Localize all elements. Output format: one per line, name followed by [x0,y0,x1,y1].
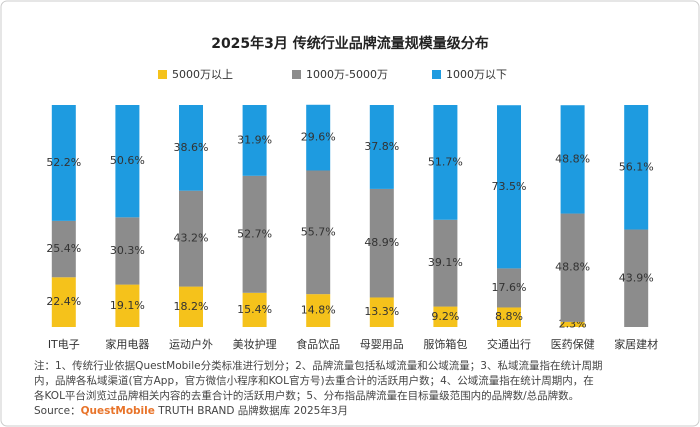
bar-segment [560,105,585,214]
data-label: 18.2% [174,300,209,313]
data-label: 48.8% [555,152,590,165]
bar-segment [51,105,76,221]
bar-segment [560,321,585,327]
data-label: 30.3% [110,244,145,257]
data-label: 73.5% [492,180,527,193]
data-label: 29.6% [301,131,336,144]
bar-segment [497,268,521,308]
bar-segment [115,217,140,285]
bar-segment [242,105,267,176]
data-label: 14.8% [301,304,336,317]
data-label: 48.9% [364,236,399,249]
legend-label: 1000万-5000万 [306,68,388,81]
bar-segment [242,292,267,327]
bar-segment [179,105,203,191]
x-tick-label: IT电子 [48,338,80,351]
data-label: 48.8% [555,261,590,274]
bar-segment [306,294,331,327]
data-label: 8.8% [495,310,523,323]
bar-segment [369,188,394,298]
data-label: 17.6% [492,281,527,294]
data-label: 43.2% [174,232,209,245]
bar-segment [497,307,521,327]
bar-segment [624,105,649,230]
chart-title: 2025年3月 传统行业品牌流量规模量级分布 [211,35,489,52]
bar-segment [179,286,203,327]
data-label: 31.9% [237,133,272,146]
x-tick-label: 母婴用品 [360,338,404,351]
data-label: 55.7% [301,225,336,238]
source: Source：QuestMobile TRUTH BRAND 品牌数据库 202… [34,404,348,417]
x-tick-label: 医药保健 [551,337,595,351]
data-label: 37.8% [364,140,399,153]
data-label: 9.2% [431,310,459,323]
x-tick-label: 家居建材 [614,337,658,351]
data-label: 52.2% [46,156,81,169]
data-label: 19.1% [110,299,145,312]
bar-segment [433,105,458,220]
x-tick-label: 服饰箱包 [423,337,467,351]
note: 注：1、传统行业依据QuestMobile分类标准进行划分；2、品牌流量包括私域… [34,359,602,372]
bar-segment [115,105,140,218]
bar-segment [369,105,394,189]
bar-segment [497,105,521,269]
data-label: 39.1% [428,256,463,269]
data-label: 56.1% [619,160,654,173]
note: 内，品牌各私域渠道(官方App，官方微信小程序和KOL官方号)去重合计的活跃用户… [34,374,594,387]
data-label: 50.6% [110,154,145,167]
bar-segment [433,219,458,307]
bar-segment [242,175,267,293]
bar-segment [179,190,203,287]
bar-segment [369,297,394,327]
data-label: 22.4% [46,295,81,308]
legend-label: 5000万以上 [172,68,233,81]
bar-segment [115,284,140,327]
bar-segment [51,277,76,327]
bar-segment [433,306,458,327]
legend-swatch [432,70,441,79]
data-label: 15.4% [237,303,272,316]
data-label: 43.9% [619,271,654,284]
data-label: 38.6% [174,141,209,154]
source-part: Source： [34,405,81,417]
note: 各KOL平台浏览过品牌相关内容的去重合计的活跃用户数；5、分布指品牌流量在目标量… [34,389,579,402]
source-part: QuestMobile [81,405,155,417]
bar-segment [624,229,649,327]
x-tick-label: 食品饮品 [296,337,340,351]
source-part: TRUTH BRAND 品牌数据库 2025年3月 [155,404,348,417]
legend-swatch [292,70,301,79]
legend-label: 1000万以下 [446,68,507,81]
legend-swatch [158,70,167,79]
x-tick-label: 交通出行 [487,337,531,351]
bar-segment [306,104,331,171]
x-tick-label: 家用电器 [105,337,149,351]
bar-segment [306,170,331,295]
data-label: 13.3% [364,305,399,318]
bar-segment [51,220,76,278]
data-label: 25.4% [46,242,81,255]
x-tick-label: 运动户外 [169,337,213,351]
data-label: 51.7% [428,155,463,168]
bar-segment [560,213,585,322]
data-label: 52.7% [237,227,272,240]
x-tick-label: 美妆护理 [233,337,277,351]
